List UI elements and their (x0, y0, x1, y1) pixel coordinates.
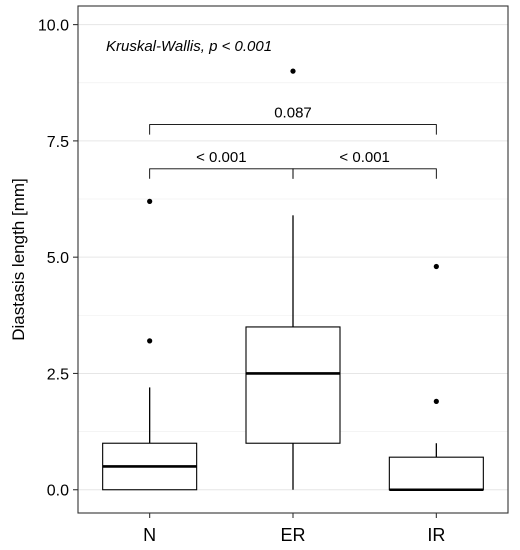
comparison-er-ir: < 0.001 (292, 149, 437, 179)
comparison-bracket (292, 168, 437, 179)
outlier-point (290, 68, 296, 74)
comparison-n-er: < 0.001 (149, 149, 294, 179)
x-tick-label: N (143, 525, 156, 545)
box-ir (388, 263, 484, 492)
y-tick-label: 5.0 (47, 250, 69, 267)
outlier-point (147, 198, 153, 204)
comparison-bracket (149, 168, 294, 179)
outlier-point (433, 263, 439, 270)
box-er (245, 68, 341, 490)
x-tick-label: ER (280, 525, 305, 545)
axes: 0.0 2.5 5.0 7.5 10.0 N ER IR (38, 18, 445, 545)
comparison-p-value: < 0.001 (196, 149, 246, 166)
y-axis-title: Diastasis length [mm] (9, 178, 28, 341)
comparison-p-value: 0.087 (274, 105, 312, 122)
x-tick-label: IR (427, 525, 445, 545)
comparison-n-ir: 0.087 (149, 105, 437, 135)
significance-brackets: < 0.001 < 0.001 0.087 (149, 105, 437, 179)
kruskal-wallis-annotation: Kruskal-Wallis, p < 0.001 (106, 38, 272, 55)
y-tick-label: 10.0 (38, 18, 69, 35)
box-n (102, 198, 198, 491)
iqr-box (245, 326, 341, 444)
y-tick-label: 2.5 (47, 366, 69, 383)
y-tick-label: 7.5 (47, 134, 69, 151)
iqr-box (388, 456, 484, 491)
comparison-p-value: < 0.001 (339, 149, 389, 166)
comparison-bracket (149, 124, 437, 135)
y-tick-label: 0.0 (47, 483, 69, 500)
outlier-point (433, 398, 439, 404)
box-series (102, 68, 484, 492)
outlier-point (147, 338, 153, 344)
